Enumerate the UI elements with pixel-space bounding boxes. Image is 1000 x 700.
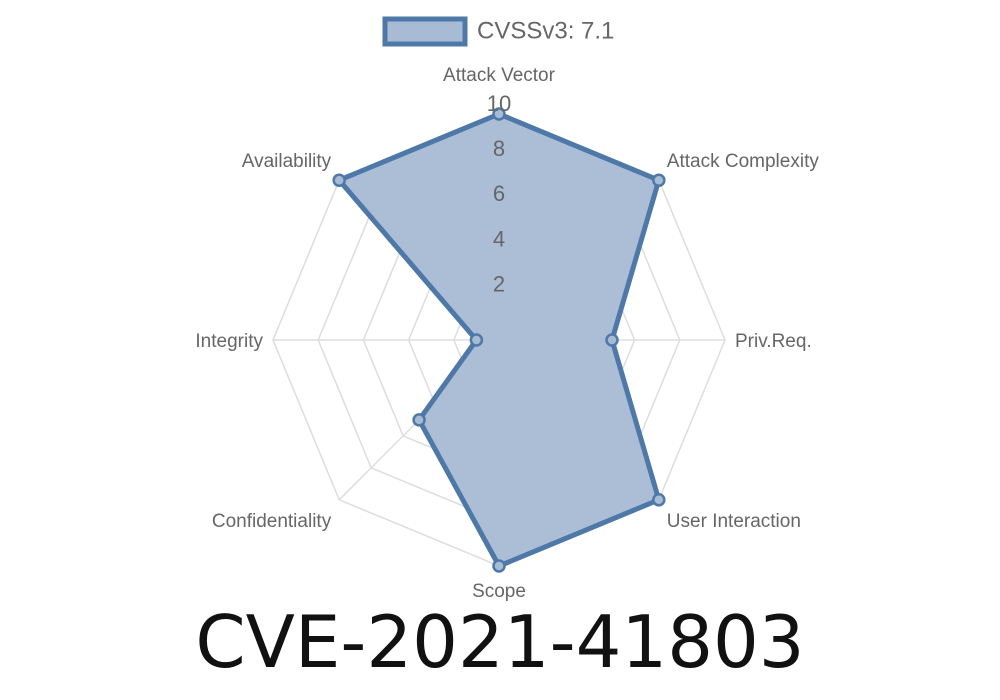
- data-point: [412, 413, 426, 427]
- data-point: [469, 333, 484, 347]
- data-point: [492, 107, 506, 121]
- tick-label: 2: [493, 272, 505, 297]
- tick-label: 6: [493, 181, 505, 206]
- axis-label: User Interaction: [667, 511, 801, 532]
- data-point: [332, 173, 346, 187]
- axis-label: Priv.Req.: [735, 331, 812, 352]
- axis-label: Availability: [242, 151, 332, 172]
- legend-swatch: [382, 16, 468, 47]
- axis-label: Attack Complexity: [667, 151, 820, 172]
- data-point: [652, 493, 666, 507]
- data-point: [652, 173, 666, 187]
- tick-label: 8: [493, 136, 505, 161]
- axis-label: Scope: [472, 581, 526, 602]
- axis-label: Integrity: [195, 331, 263, 352]
- legend-label: CVSSv3: 7.1: [477, 17, 614, 44]
- axis-label: Attack Vector: [443, 65, 556, 86]
- data-point: [492, 559, 506, 573]
- tick-label: 10: [487, 91, 511, 116]
- data-point: [605, 333, 619, 347]
- cve-title: CVE-2021-41803: [195, 600, 805, 684]
- tick-label: 4: [493, 226, 505, 251]
- axis-label: Confidentiality: [212, 511, 332, 532]
